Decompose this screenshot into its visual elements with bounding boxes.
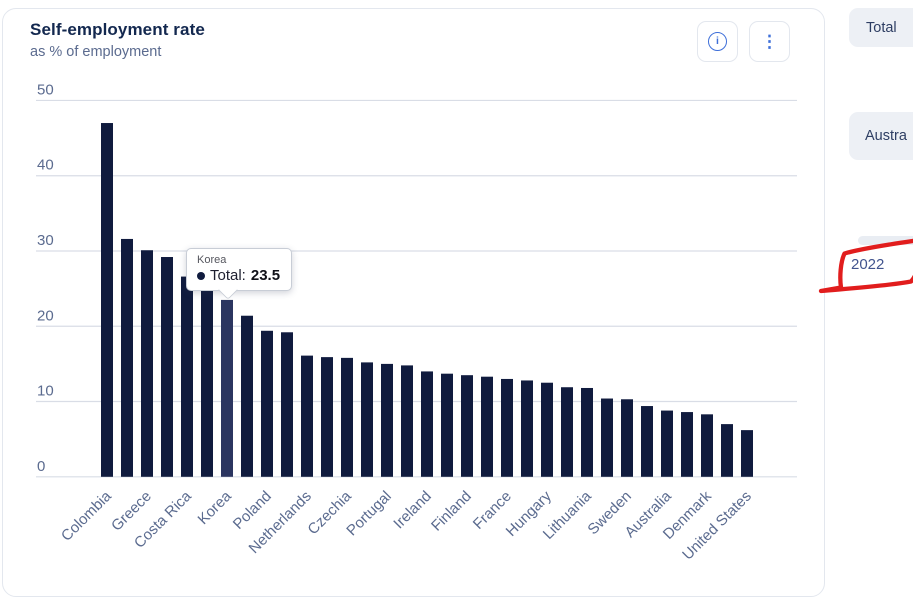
- bar[interactable]: [641, 406, 653, 477]
- bar-ireland[interactable]: [421, 371, 433, 477]
- bar-hungary[interactable]: [541, 382, 553, 477]
- y-tick-label: 30: [37, 232, 54, 249]
- year-selector-2022[interactable]: 2022: [851, 256, 885, 273]
- bar-denmark[interactable]: [701, 414, 713, 477]
- info-icon: i: [708, 32, 727, 51]
- chart-card: [2, 8, 825, 597]
- bar[interactable]: [681, 412, 693, 477]
- bar-korea[interactable]: [221, 299, 233, 477]
- y-tick-label: 10: [37, 383, 54, 400]
- x-category-label: Portugal: [343, 488, 395, 540]
- bar[interactable]: [521, 380, 533, 477]
- bar-colombia[interactable]: [101, 123, 113, 477]
- bar[interactable]: [161, 257, 173, 477]
- info-button[interactable]: i: [697, 21, 738, 62]
- y-tick-label: 50: [37, 81, 54, 98]
- bar-france[interactable]: [501, 378, 513, 477]
- bar-costa-rica[interactable]: [181, 276, 193, 477]
- bar-australia[interactable]: [661, 410, 673, 477]
- kebab-menu-icon: ⋮: [761, 32, 778, 51]
- bar-united-states[interactable]: [741, 430, 753, 477]
- bar-finland[interactable]: [461, 375, 473, 477]
- bar-poland[interactable]: [261, 330, 273, 477]
- year-chip-edge: [858, 236, 913, 245]
- bar[interactable]: [721, 424, 733, 477]
- more-options-button[interactable]: ⋮: [749, 21, 790, 62]
- bar[interactable]: [281, 332, 293, 477]
- country-chip-australia[interactable]: Austra: [849, 112, 913, 160]
- bar[interactable]: [441, 373, 453, 477]
- bar-portugal[interactable]: [381, 363, 393, 477]
- y-tick-label: 20: [37, 307, 54, 324]
- bar[interactable]: [241, 315, 253, 477]
- country-chip-label: Austra: [865, 128, 907, 144]
- y-tick-label: 0: [37, 458, 45, 475]
- bar[interactable]: [121, 238, 133, 477]
- x-category-label: Finland: [428, 488, 475, 535]
- x-category-label: Ireland: [390, 488, 434, 532]
- x-category-label: Korea: [195, 487, 236, 528]
- tooltip-value: 23.5: [250, 267, 281, 284]
- series-chip-total[interactable]: Total: [849, 8, 913, 47]
- bar[interactable]: [361, 362, 373, 477]
- bar-czechia[interactable]: [341, 357, 353, 477]
- bar[interactable]: [601, 398, 613, 477]
- x-category-label: Colombia: [58, 487, 115, 544]
- chart-subtitle: as % of employment: [30, 44, 162, 60]
- tooltip-series-label: Total:: [210, 267, 246, 284]
- bar-sweden[interactable]: [621, 399, 633, 477]
- y-tick-label: 40: [37, 157, 54, 174]
- tooltip-country-label: Korea: [197, 254, 227, 266]
- bar-lithuania[interactable]: [581, 387, 593, 477]
- bar[interactable]: [401, 365, 413, 477]
- bar[interactable]: [561, 387, 573, 477]
- bar[interactable]: [321, 357, 333, 477]
- bar[interactable]: [201, 290, 213, 477]
- bar-netherlands[interactable]: [301, 355, 313, 477]
- chart-tooltip: Korea Total: 23.5: [186, 248, 293, 300]
- series-bullet-icon: [197, 271, 205, 280]
- page-title: Self-employment rate: [30, 20, 205, 39]
- bar-greece[interactable]: [141, 250, 153, 477]
- bar[interactable]: [481, 376, 493, 477]
- series-chip-total-label: Total: [866, 19, 897, 36]
